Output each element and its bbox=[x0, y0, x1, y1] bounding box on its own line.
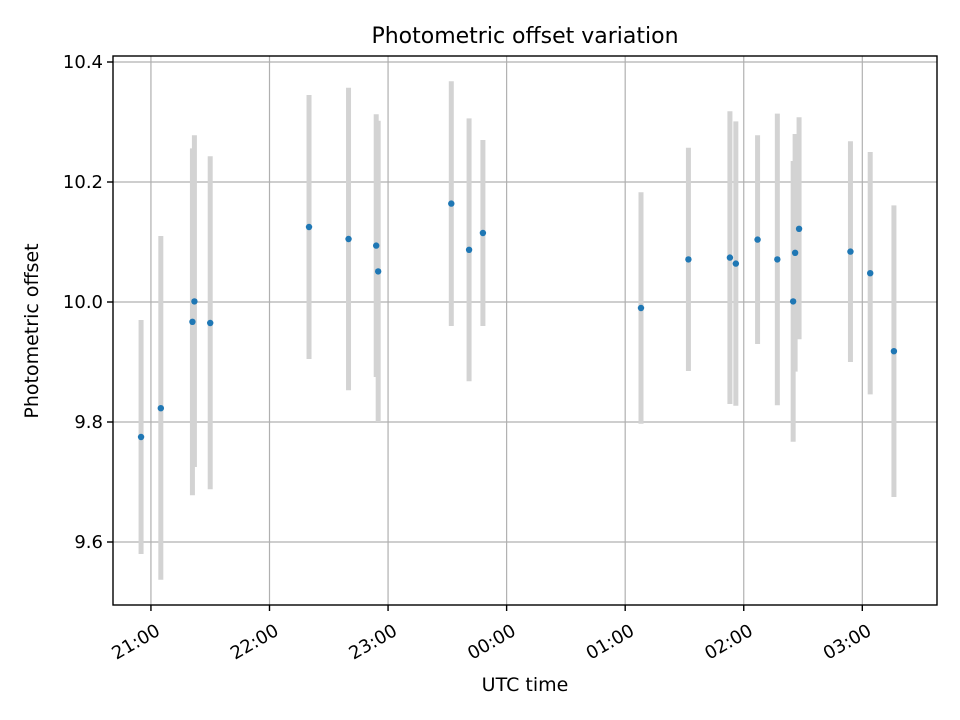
data-point bbox=[732, 260, 740, 267]
data-point bbox=[479, 229, 487, 237]
data-point bbox=[137, 433, 145, 441]
data-point bbox=[867, 270, 874, 277]
data-point bbox=[345, 235, 352, 243]
y-tick-label: 10.0 bbox=[63, 292, 103, 313]
data-point bbox=[726, 254, 734, 261]
y-tick-label: 9.8 bbox=[74, 412, 103, 433]
data-point bbox=[637, 304, 645, 312]
y-tick-label: 9.6 bbox=[74, 532, 103, 553]
data-point bbox=[207, 319, 214, 327]
data-point bbox=[847, 248, 854, 255]
plot-frame bbox=[112, 55, 938, 606]
y-tick-label: 10.2 bbox=[63, 172, 103, 193]
data-point bbox=[789, 298, 797, 305]
data-point bbox=[448, 200, 455, 207]
data-point bbox=[791, 249, 799, 256]
data-point bbox=[685, 256, 692, 263]
chart-title: Photometric offset variation bbox=[371, 24, 678, 49]
y-axis-label: Photometric offset bbox=[21, 243, 43, 418]
data-point bbox=[465, 246, 473, 253]
data-point bbox=[191, 298, 198, 305]
data-point bbox=[305, 223, 313, 231]
x-axis-label: UTC time bbox=[482, 674, 569, 696]
data-point bbox=[189, 318, 196, 325]
data-point bbox=[890, 348, 898, 355]
data-point bbox=[373, 242, 380, 249]
data-point bbox=[157, 405, 165, 412]
data-points bbox=[137, 200, 898, 441]
y-tick-label: 10.4 bbox=[63, 52, 103, 73]
data-point bbox=[774, 256, 781, 263]
data-point bbox=[754, 236, 761, 243]
data-point bbox=[374, 268, 382, 275]
data-point bbox=[795, 225, 803, 232]
